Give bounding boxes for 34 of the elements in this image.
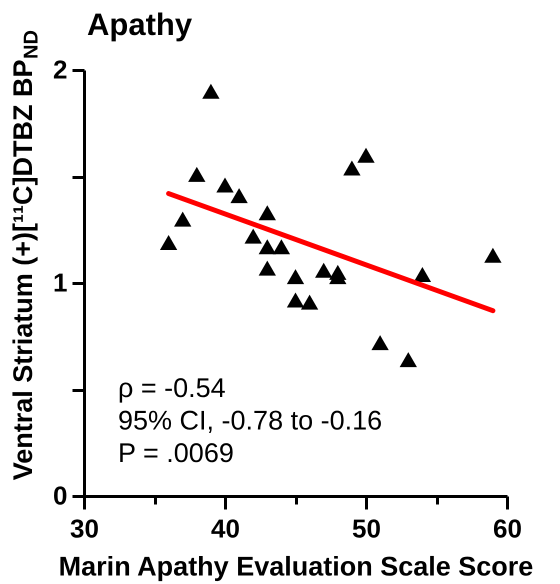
y-axis-title: Ventral Striatum (+)[¹¹C]DTBZ BPND: [8, 30, 42, 480]
point: [244, 228, 262, 244]
point: [160, 235, 178, 250]
x-tick-label: 50: [352, 514, 381, 544]
point: [188, 166, 206, 182]
x-tick-label: 30: [70, 514, 99, 544]
point: [216, 178, 234, 193]
x-axis-title: Marin Apathy Evaluation Scale Score: [58, 552, 534, 582]
annotation: ρ = -0.54: [118, 373, 226, 403]
y-tick-label: 2: [53, 54, 68, 84]
point: [343, 160, 361, 176]
point: [357, 148, 375, 163]
x-tick-label: 60: [493, 514, 522, 544]
point: [371, 335, 389, 350]
point: [202, 84, 220, 99]
point: [174, 212, 192, 227]
annotation: P = .0069: [118, 438, 234, 468]
point: [286, 269, 304, 284]
y-tick-label: 0: [53, 480, 68, 510]
point: [258, 239, 276, 254]
point: [258, 205, 276, 220]
point: [272, 239, 290, 254]
point: [286, 292, 304, 308]
point: [230, 188, 248, 204]
point: [414, 266, 432, 282]
point: [258, 260, 276, 276]
point: [484, 248, 502, 263]
annotation: 95% CI, -0.78 to -0.16: [118, 406, 382, 436]
point: [315, 262, 332, 278]
x-tick-label: 40: [211, 514, 240, 544]
y-tick-label: 1: [53, 268, 68, 298]
point: [300, 294, 318, 310]
chart-title: Apathy: [87, 7, 193, 42]
point: [400, 352, 417, 368]
